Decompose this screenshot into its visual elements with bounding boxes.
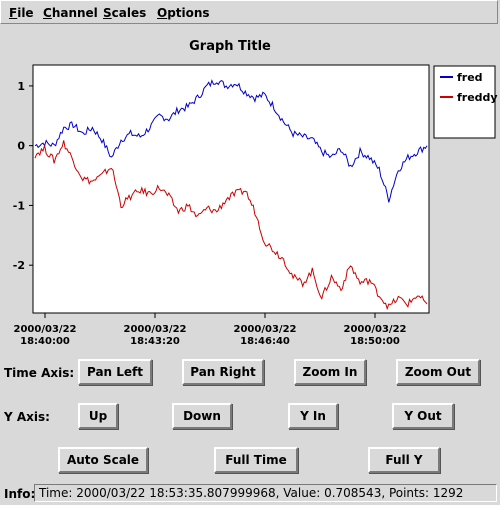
info-field: Time: 2000/03/22 18:53:35.807999968, Val… bbox=[34, 484, 497, 502]
menu-scales-mnemonic: S bbox=[103, 6, 112, 20]
y-in-button[interactable]: Y In bbox=[288, 403, 338, 429]
pan-left-button[interactable]: Pan Left bbox=[78, 359, 152, 385]
up-button[interactable]: Up bbox=[78, 403, 118, 429]
menu-options-label: ptions bbox=[167, 6, 210, 20]
zoom-in-button[interactable]: Zoom In bbox=[294, 359, 366, 385]
full-y-button[interactable]: Full Y bbox=[368, 447, 440, 473]
x-tick-time: 18:50:00 bbox=[350, 336, 400, 347]
x-tick-date: 2000/03/22 bbox=[344, 324, 407, 335]
menu-scales[interactable]: Scales bbox=[103, 6, 146, 20]
menu-channel-label: hannel bbox=[51, 6, 98, 20]
x-axis: 2000/03/2218:40:002000/03/2218:43:202000… bbox=[14, 313, 407, 347]
x-tick-date: 2000/03/22 bbox=[14, 324, 77, 335]
x-tick-date: 2000/03/22 bbox=[234, 324, 297, 335]
legend: fred freddy bbox=[433, 65, 498, 139]
menu-options[interactable]: Options bbox=[157, 6, 210, 20]
info-label: Info: bbox=[4, 487, 36, 501]
x-tick-time: 18:40:00 bbox=[20, 336, 70, 347]
auto-scale-button[interactable]: Auto Scale bbox=[58, 447, 148, 473]
plot-area[interactable] bbox=[32, 64, 430, 314]
menu-options-mnemonic: O bbox=[157, 6, 168, 20]
down-button[interactable]: Down bbox=[172, 403, 232, 429]
graph-title: Graph Title bbox=[189, 39, 271, 54]
graph-area[interactable]: Graph Title 1 0 -1 -2 2000/03/22 18:40:00 200… bbox=[0, 26, 500, 356]
graph-svg[interactable]: Graph Title 10-1-2 2000/03/2218:40:00200… bbox=[0, 26, 500, 356]
y-tick-label: 1 bbox=[17, 80, 25, 93]
time-axis-label: Time Axis: bbox=[4, 366, 75, 380]
series-line-fred bbox=[34, 79, 428, 203]
y-axis: 1 0 -1 -2 bbox=[13, 80, 33, 272]
menu-channel-mnemonic: C bbox=[43, 6, 52, 20]
y-out-button[interactable]: Y Out bbox=[392, 403, 454, 429]
legend-label-fred: fred bbox=[457, 71, 483, 84]
full-time-button[interactable]: Full Time bbox=[214, 447, 298, 473]
y-tick-label: 0 bbox=[17, 140, 25, 153]
x-tick-time: 18:43:20 bbox=[130, 336, 180, 347]
series-line-freddy bbox=[34, 140, 428, 311]
y-tick-label: -2 bbox=[13, 259, 25, 272]
menu-scales-label: cales bbox=[111, 6, 147, 20]
menu-channel[interactable]: Channel bbox=[43, 6, 98, 20]
x-tick-date: 2000/03/22 bbox=[124, 324, 187, 335]
x-tick-time: 18:46:40 bbox=[240, 336, 290, 347]
pan-right-button[interactable]: Pan Right bbox=[182, 359, 264, 385]
y-tick-label: -1 bbox=[13, 199, 25, 212]
y-axis-label: Y Axis: bbox=[4, 410, 50, 424]
zoom-out-button[interactable]: Zoom Out bbox=[396, 359, 480, 385]
series-lines bbox=[34, 79, 428, 311]
legend-label-freddy: freddy bbox=[457, 91, 498, 104]
menu-file-mnemonic: F bbox=[9, 6, 18, 20]
menu-bar: File Channel Scales Options bbox=[0, 0, 498, 24]
menu-file[interactable]: File bbox=[9, 6, 34, 20]
menu-file-label: ile bbox=[17, 6, 34, 20]
